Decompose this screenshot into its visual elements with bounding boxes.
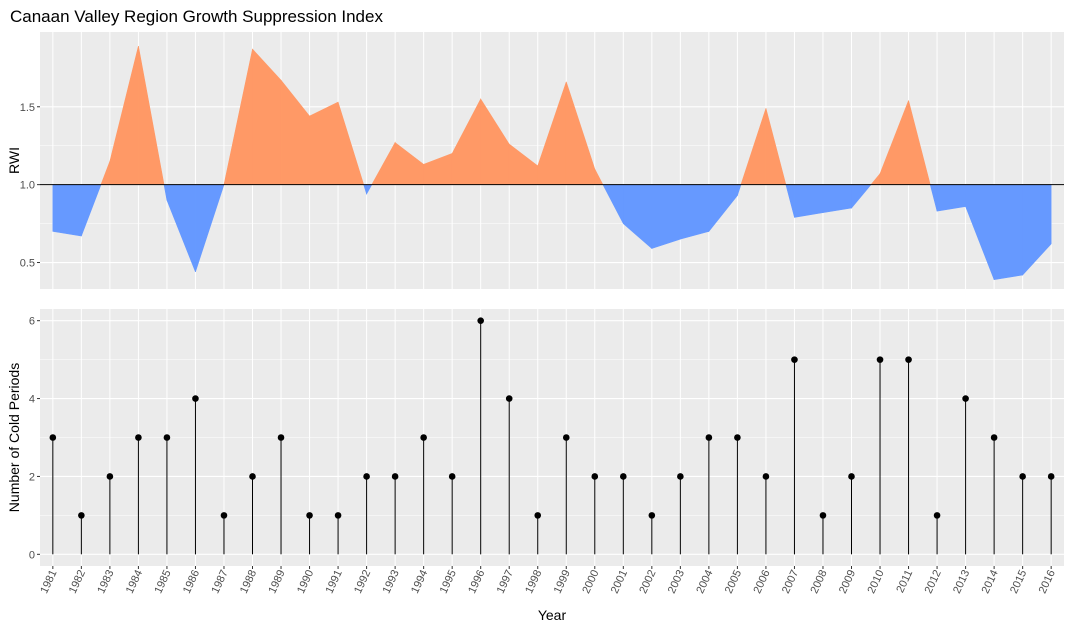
lollipop-point — [249, 473, 256, 480]
year-tick-label: 1983 — [95, 568, 116, 595]
area-below-baseline — [993, 184, 1023, 281]
chart-title: Canaan Valley Region Growth Suppression … — [10, 7, 383, 26]
lollipop-point — [106, 473, 114, 480]
lollipop-point — [876, 356, 884, 363]
lollipop-point — [591, 473, 599, 480]
year-tick-label: 1989 — [267, 568, 288, 595]
year-tick-label: 1984 — [124, 568, 145, 595]
lollipop-point — [677, 473, 684, 480]
cold-y-tick-label: 6 — [29, 316, 35, 328]
year-tick-label: 1987 — [209, 568, 230, 595]
year-tick-label: 1994 — [409, 568, 430, 595]
year-tick-label: 2009 — [837, 568, 858, 595]
year-tick-label: 2000 — [580, 568, 601, 595]
year-tick-label: 2002 — [637, 568, 658, 595]
lollipop-point — [277, 434, 285, 441]
cold-y-tick-label: 2 — [29, 471, 35, 483]
lollipop-point — [163, 434, 171, 441]
cold-y-ticks: 0 2 4 6 — [29, 316, 40, 561]
year-tick-label: 2001 — [609, 568, 630, 595]
lollipop-point — [734, 434, 741, 441]
lollipop-point — [705, 434, 713, 441]
lollipop-point — [905, 356, 912, 363]
rwi-y-tick-label: 0.5 — [20, 258, 35, 270]
year-tick-label: 1995 — [438, 568, 459, 595]
lollipop-point — [391, 473, 399, 480]
lollipop-point — [534, 512, 542, 519]
year-tick-label: 1997 — [495, 568, 516, 595]
lollipop-point — [620, 473, 627, 480]
area-below-baseline — [822, 184, 852, 214]
year-tick-label: 1990 — [295, 568, 316, 595]
cold-y-tick-label: 0 — [29, 549, 35, 561]
area-below-baseline — [794, 184, 824, 218]
lollipop-point — [363, 473, 370, 480]
rwi-y-ticks: 0.5 1.0 1.5 — [20, 102, 40, 270]
area-above-baseline — [309, 101, 339, 185]
lollipop-point — [192, 395, 199, 402]
year-tick-label: 1992 — [352, 568, 373, 595]
lollipop-point — [135, 434, 142, 441]
year-tick-label: 1993 — [381, 568, 402, 595]
year-tick-label: 1988 — [238, 568, 259, 595]
year-tick-label: 2011 — [894, 568, 915, 595]
lollipop-point — [791, 356, 798, 363]
year-x-ticks: 1981 1982 1983 1984 1985 1986 1987 1988 1989 1990… — [38, 566, 1058, 595]
lollipop-point — [505, 395, 513, 402]
rwi-y-tick-label: 1.0 — [20, 180, 35, 192]
lollipop-point — [220, 512, 228, 519]
rwi-y-axis-title: RWI — [6, 147, 22, 174]
lollipop-point — [648, 512, 656, 519]
year-tick-label: 1996 — [466, 568, 487, 595]
year-tick-label: 2014 — [980, 568, 1001, 595]
lollipop-point — [49, 434, 57, 441]
lollipop-point — [78, 512, 85, 519]
area-below-baseline — [651, 184, 681, 249]
year-tick-label: 1986 — [181, 568, 202, 595]
lollipop-point — [762, 473, 770, 480]
area-below-baseline — [936, 184, 966, 212]
rwi-panel: 0.5 1.0 1.5 RWI — [6, 32, 1064, 289]
lollipop-point — [819, 512, 827, 519]
year-tick-label: 2012 — [923, 568, 944, 595]
year-tick-label: 1981 — [38, 568, 59, 595]
area-below-baseline — [680, 184, 710, 240]
lollipops — [49, 317, 1055, 555]
year-tick-label: 2004 — [694, 568, 715, 595]
cold-y-axis-title: Number of Cold Periods — [6, 363, 22, 512]
lollipop-point — [962, 395, 969, 402]
lollipop-point — [1019, 473, 1026, 480]
year-tick-label: 2013 — [951, 568, 972, 595]
lollipop-point — [933, 512, 941, 519]
year-tick-label: 2010 — [866, 568, 887, 595]
lollipop-point — [562, 434, 570, 441]
lollipop-point — [477, 317, 484, 324]
lollipop-point — [420, 434, 427, 441]
lollipop-point — [990, 434, 998, 441]
lollipop-point — [1047, 473, 1055, 480]
year-tick-label: 1991 — [324, 568, 345, 595]
rwi-area — [52, 45, 1052, 281]
year-tick-label: 2016 — [1037, 568, 1058, 595]
year-tick-label: 2006 — [751, 568, 772, 595]
lollipop-point — [334, 512, 342, 519]
cold-y-tick-label: 4 — [29, 394, 35, 406]
year-tick-label: 1985 — [152, 568, 173, 595]
year-tick-label: 1982 — [67, 568, 88, 595]
year-tick-label: 2005 — [723, 568, 744, 595]
year-tick-label: 2007 — [780, 568, 801, 595]
year-tick-label: 2003 — [666, 568, 687, 595]
year-tick-label: 1999 — [552, 568, 573, 595]
year-tick-label: 1998 — [523, 568, 544, 595]
lollipop-point — [448, 473, 456, 480]
year-tick-label: 2015 — [1008, 568, 1029, 595]
lollipop-point — [306, 512, 313, 519]
area-below-baseline — [52, 184, 82, 237]
x-axis-title: Year — [538, 607, 567, 623]
rwi-y-tick-label: 1.5 — [20, 102, 35, 114]
year-tick-label: 2008 — [808, 568, 829, 595]
lollipop-point — [848, 473, 855, 480]
